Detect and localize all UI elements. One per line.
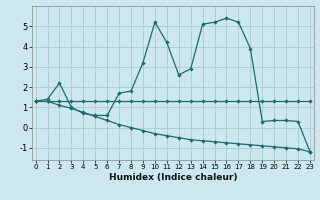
X-axis label: Humidex (Indice chaleur): Humidex (Indice chaleur) [108, 173, 237, 182]
